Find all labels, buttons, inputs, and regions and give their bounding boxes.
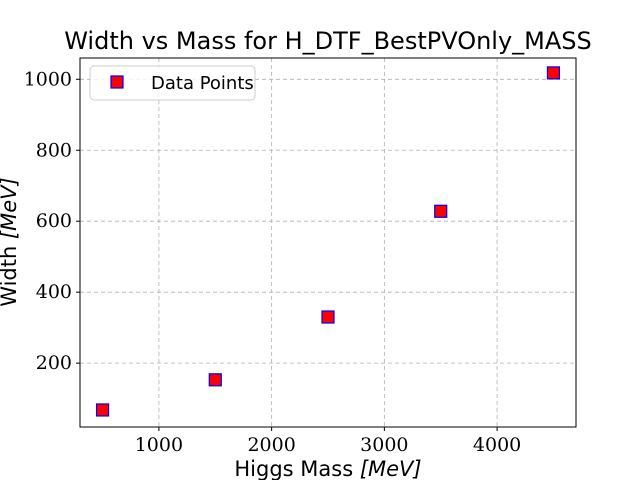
y-tick-label: 200 xyxy=(36,352,72,374)
y-tick-label: 600 xyxy=(36,210,72,232)
x-tick-label: 3000 xyxy=(360,434,408,456)
x-tick-label: 1000 xyxy=(135,434,183,456)
data-point xyxy=(95,403,110,417)
y-tick-label: 1000 xyxy=(24,68,72,90)
y-tick-label: 400 xyxy=(36,281,72,303)
axis-ticks: 1000 2000 3000 4000 200 400 600 800 1000 xyxy=(24,68,522,456)
legend-label: Data Points xyxy=(151,73,254,94)
chart-title: Width vs Mass for H_DTF_BestPVOnly_MASS xyxy=(64,27,592,55)
data-point xyxy=(546,66,561,80)
y-tick-label: 800 xyxy=(36,139,72,161)
x-axis-label-unit: [MeV] xyxy=(360,457,422,480)
grid xyxy=(80,58,576,427)
x-axis-label: Higgs Mass [MeV] xyxy=(234,457,421,480)
data-point xyxy=(434,204,448,218)
x-tick-label: 2000 xyxy=(247,434,295,456)
data-point xyxy=(208,373,222,387)
y-axis-label-text: Width xyxy=(0,239,21,307)
legend-box xyxy=(89,65,256,101)
legend: Data Points xyxy=(89,65,256,101)
y-axis-label-unit: [MeV] xyxy=(0,177,21,239)
data-points xyxy=(95,66,561,417)
plot-frame xyxy=(79,57,577,428)
x-axis-label-text: Higgs Mass xyxy=(234,457,359,480)
y-axis-label: Width [MeV] xyxy=(0,177,21,306)
legend-marker xyxy=(110,75,124,89)
x-tick-label: 4000 xyxy=(473,434,521,456)
data-point xyxy=(321,310,335,324)
